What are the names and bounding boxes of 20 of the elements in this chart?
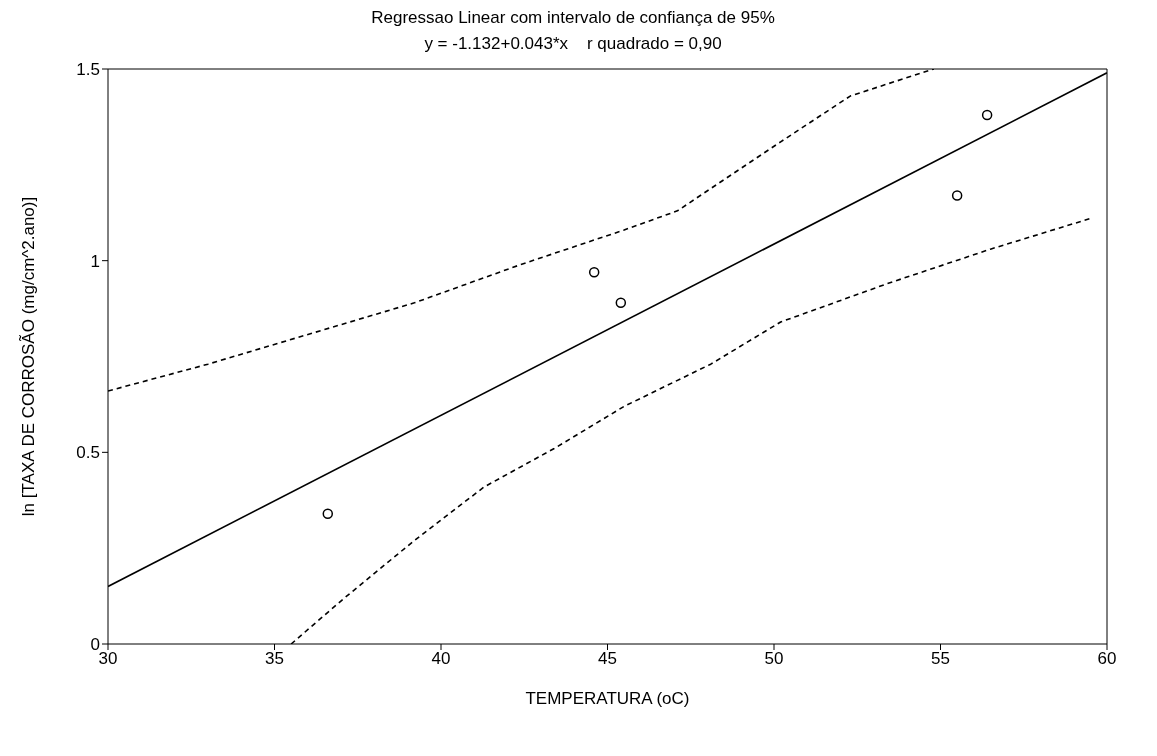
y-tick-label: 0.5 [76, 443, 100, 463]
point [322, 508, 334, 519]
point [981, 109, 993, 121]
x-tick-label: 30 [98, 649, 118, 669]
x-tick-label: 35 [265, 649, 284, 669]
x-axis-title: TEMPERATURA (oC) [525, 689, 690, 708]
x-tick-label: 40 [431, 649, 451, 669]
x-tick-label: 60 [1097, 649, 1117, 669]
y-tick-label: 1 [90, 251, 100, 271]
chart-subtitle: y = -1.132+0.043*x r quadrado = 0,90 [423, 34, 723, 54]
y-tick-label: 0 [90, 635, 100, 655]
chart-title: Regressao Linear com intervalo de confiança de 95% [370, 8, 776, 28]
point [588, 266, 600, 278]
x-tick-label: 55 [931, 649, 950, 669]
x-tick-label: 50 [764, 649, 784, 669]
y-axis-title: ln [TAXA DE CORROSÃO (mg/cm^2.ano)] [19, 196, 39, 517]
point [615, 297, 627, 309]
y-tick-label: 1.5 [76, 60, 100, 80]
x-tick-label: 45 [598, 649, 617, 669]
point [951, 190, 963, 201]
